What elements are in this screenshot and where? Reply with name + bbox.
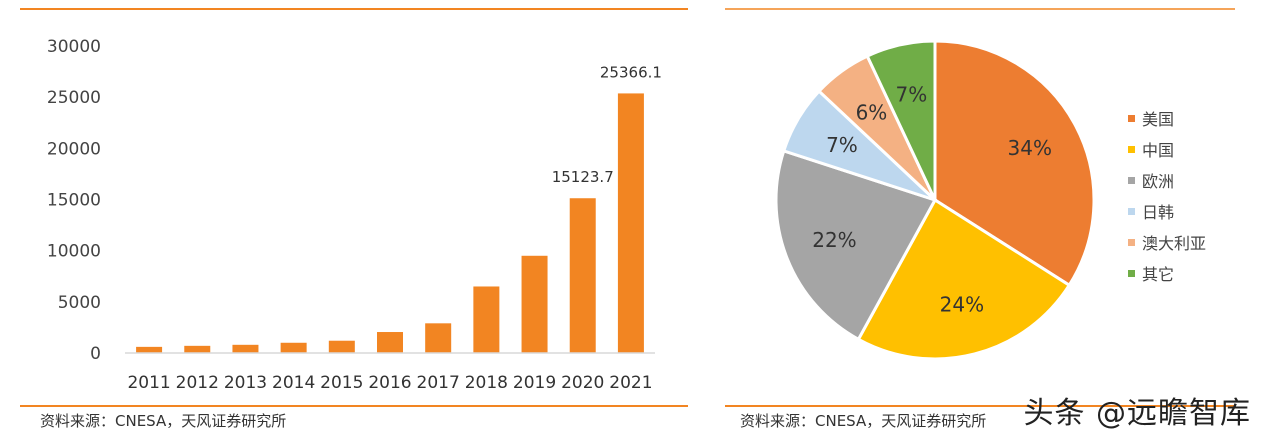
legend-label: 澳大利亚	[1142, 234, 1206, 253]
x-tick-label: 2014	[272, 373, 315, 393]
legend-label: 日韩	[1142, 203, 1174, 222]
bar-2019	[521, 255, 548, 353]
legend-swatch	[1128, 208, 1135, 215]
legend-label: 中国	[1142, 141, 1174, 160]
pie-slice-2	[774, 148, 938, 342]
legend-label: 美国	[1142, 110, 1174, 129]
x-tick-label: 2017	[417, 373, 460, 393]
x-tick-label: 2016	[368, 373, 411, 393]
pie-slice-1	[856, 197, 1072, 361]
bar-2013	[232, 344, 259, 353]
slice-label: 7%	[826, 133, 858, 157]
slice-label: 22%	[812, 228, 856, 252]
watermark: 头条 @远瞻智库	[1023, 396, 1251, 431]
y-tick-label: 20000	[47, 139, 101, 159]
y-tick-label: 30000	[47, 37, 101, 57]
pie-source-note: 资料来源：CNESA，天风证券研究所	[740, 412, 987, 430]
data-label: 15123.7	[552, 168, 614, 186]
legend-label: 欧洲	[1142, 172, 1174, 191]
legend-label: 其它	[1142, 265, 1174, 284]
legend-swatch	[1128, 115, 1135, 122]
y-tick-label: 0	[90, 344, 101, 364]
bar-source-note: 资料来源：CNESA，天风证券研究所	[40, 412, 287, 430]
x-tick-label: 2011	[127, 373, 170, 393]
bar-2021	[617, 93, 644, 354]
pie-slice-5	[865, 39, 937, 201]
x-tick-label: 2019	[513, 373, 556, 393]
x-tick-label: 2015	[320, 373, 363, 393]
y-tick-label: 15000	[47, 191, 101, 211]
y-tick-label: 10000	[47, 242, 101, 262]
y-tick-label: 25000	[47, 88, 101, 108]
legend-swatch	[1128, 177, 1135, 184]
slice-label: 34%	[1008, 136, 1052, 160]
slice-label: 24%	[940, 293, 984, 317]
x-tick-label: 2020	[561, 373, 604, 393]
legend-swatch	[1128, 239, 1135, 246]
bar-2017	[425, 323, 452, 353]
slice-label: 6%	[856, 101, 888, 125]
bar-2012	[184, 345, 211, 353]
bar-2015	[328, 340, 355, 353]
x-tick-label: 2013	[224, 373, 267, 393]
legend-swatch	[1128, 146, 1135, 153]
y-tick-label: 5000	[58, 293, 101, 313]
data-label: 25366.1	[600, 63, 662, 81]
bar-2018	[473, 286, 500, 353]
x-tick-label: 2018	[465, 373, 508, 393]
bar-2016	[377, 332, 403, 353]
bar-2011	[136, 346, 163, 353]
bar-2020	[569, 198, 596, 353]
bar-2014	[280, 342, 307, 353]
legend-swatch	[1128, 270, 1135, 277]
x-tick-label: 2021	[609, 373, 652, 393]
slice-label: 7%	[896, 82, 928, 106]
x-tick-label: 2012	[176, 373, 219, 393]
